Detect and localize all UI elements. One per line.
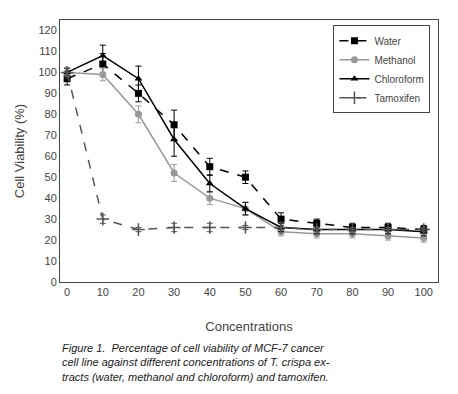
- svg-text:0: 0: [51, 276, 57, 288]
- svg-text:80: 80: [346, 286, 358, 298]
- svg-text:20: 20: [45, 234, 57, 246]
- svg-text:Concentrations: Concentrations: [205, 319, 293, 334]
- svg-text:50: 50: [239, 286, 251, 298]
- svg-text:70: 70: [45, 129, 57, 141]
- svg-text:40: 40: [204, 286, 216, 298]
- svg-text:Chloroform: Chloroform: [374, 74, 423, 85]
- svg-text:70: 70: [311, 286, 323, 298]
- svg-text:100: 100: [415, 286, 433, 298]
- svg-text:40: 40: [45, 192, 57, 204]
- svg-text:0: 0: [64, 286, 70, 298]
- svg-text:90: 90: [382, 286, 394, 298]
- svg-text:Figure 1. Percentage of cell: Figure 1. Percentage of cell viability o…: [62, 342, 330, 383]
- svg-text:60: 60: [275, 286, 287, 298]
- svg-text:20: 20: [132, 286, 144, 298]
- svg-text:Methanol: Methanol: [374, 55, 415, 66]
- svg-text:Water: Water: [374, 36, 401, 47]
- svg-text:50: 50: [45, 171, 57, 183]
- svg-text:110: 110: [39, 45, 57, 57]
- svg-text:30: 30: [45, 213, 57, 225]
- svg-text:30: 30: [168, 286, 180, 298]
- svg-text:90: 90: [45, 87, 57, 99]
- svg-text:10: 10: [97, 286, 109, 298]
- svg-text:100: 100: [38, 66, 56, 78]
- svg-text:60: 60: [45, 150, 57, 162]
- svg-text:Tamoxifen: Tamoxifen: [374, 93, 420, 104]
- svg-text:Cell Viability (%): Cell Viability (%): [12, 104, 27, 198]
- svg-text:10: 10: [45, 255, 57, 267]
- svg-text:120: 120: [38, 24, 56, 36]
- svg-text:80: 80: [45, 108, 57, 120]
